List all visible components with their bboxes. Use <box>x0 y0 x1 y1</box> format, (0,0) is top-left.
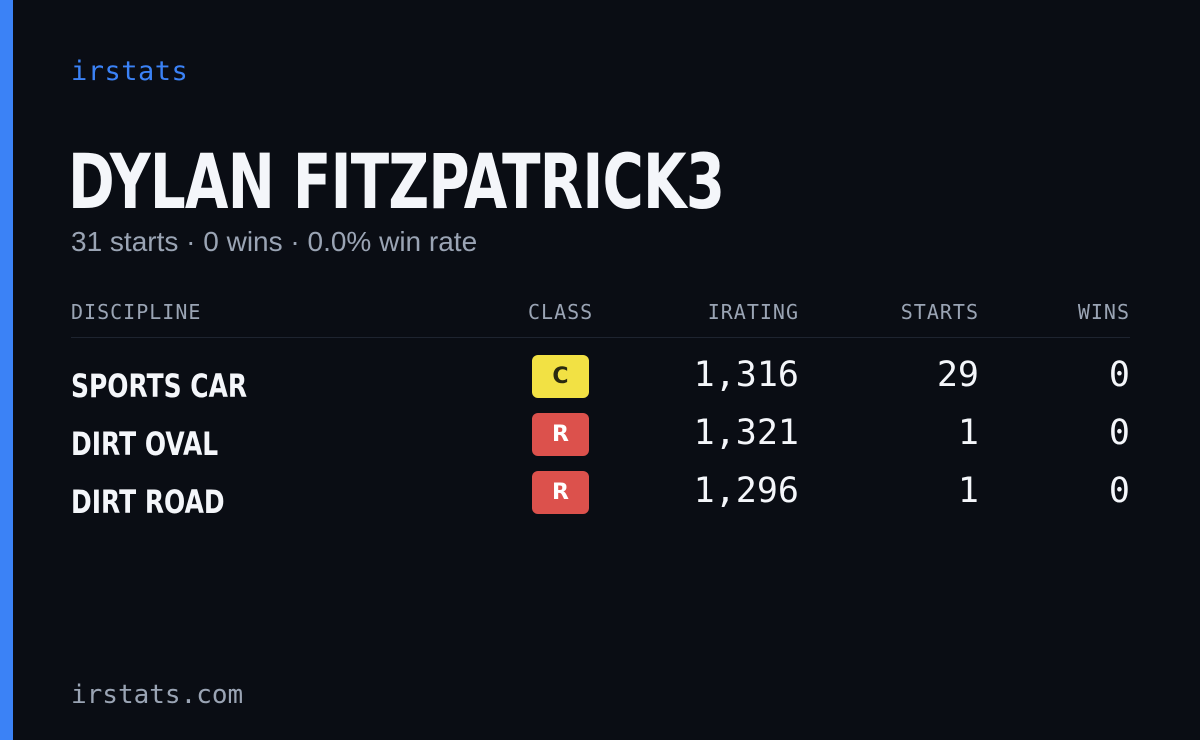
stats-table: DISCIPLINE CLASS IRATING STARTS WINS Spo… <box>71 296 1130 521</box>
header-discipline: DISCIPLINE <box>71 300 202 324</box>
discipline-name: Sports Car <box>71 367 248 405</box>
table-body: Sports Car C 1,316 29 0 Dirt Oval R 1,32… <box>71 353 1130 527</box>
irating-value: 1,321 <box>693 413 799 453</box>
table-row: Dirt Road R 1,296 1 0 <box>71 469 1130 527</box>
discipline-name: Dirt Road <box>71 483 225 521</box>
irating-value: 1,296 <box>693 471 799 511</box>
accent-bar <box>0 0 13 740</box>
license-class-badge: R <box>532 471 589 514</box>
license-class-badge: R <box>532 413 589 456</box>
table-row: Sports Car C 1,316 29 0 <box>71 353 1130 411</box>
discipline-name: Dirt Oval <box>71 425 219 463</box>
footer-url[interactable]: irstats.com <box>71 680 244 710</box>
table-header: DISCIPLINE CLASS IRATING STARTS WINS <box>71 296 1130 338</box>
player-summary: 31 starts · 0 wins · 0.0% win rate <box>71 226 478 257</box>
player-name: Dylan Fitzpatrick3 <box>68 137 725 226</box>
brand-logo-text: irstats <box>71 56 189 87</box>
header-irating: IRATING <box>707 300 799 324</box>
table-row: Dirt Oval R 1,321 1 0 <box>71 411 1130 469</box>
starts-value: 1 <box>957 413 979 453</box>
irating-value: 1,316 <box>693 355 799 395</box>
license-class-badge: C <box>532 355 589 398</box>
wins-value: 0 <box>1108 471 1130 511</box>
starts-value: 29 <box>936 355 979 395</box>
starts-value: 1 <box>957 471 979 511</box>
wins-value: 0 <box>1108 355 1130 395</box>
header-class: CLASS <box>528 300 594 324</box>
wins-value: 0 <box>1108 413 1130 453</box>
header-starts: STARTS <box>900 300 979 324</box>
header-wins: WINS <box>1077 300 1130 324</box>
